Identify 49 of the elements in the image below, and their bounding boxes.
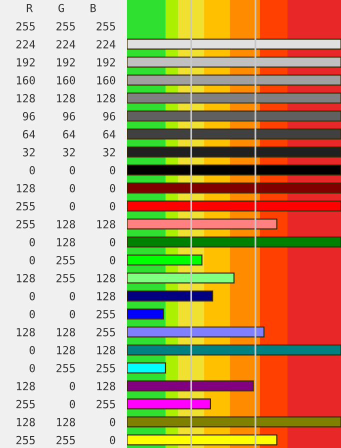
bar: [127, 110, 341, 122]
y-tick-label: 0 0 128: [30, 292, 116, 300]
y-tick-label: 255 0 0: [16, 202, 116, 210]
bar: [127, 416, 341, 428]
text: G: [58, 4, 64, 12]
bar: [127, 128, 341, 140]
y-tick-label: 0 128 0: [30, 238, 116, 246]
bar: [127, 182, 341, 194]
y-tick-label: 255 128 128: [16, 220, 116, 228]
bar: [127, 146, 341, 158]
bar: [127, 74, 341, 86]
y-tick-label: 0 255 255: [30, 364, 116, 372]
y-tick-label: 0 0 0: [30, 166, 116, 174]
bar: [127, 218, 278, 230]
bar: [127, 92, 341, 104]
y-tick-label: 128 128 0: [16, 418, 116, 426]
bar: [127, 308, 164, 320]
y-tick-label: 255 0 255: [16, 400, 116, 408]
y-tick-label: 128 0 0: [16, 184, 116, 192]
bar: [127, 362, 166, 374]
y-tick-label: 160 160 160: [16, 76, 116, 84]
y-tick-label: 128 255 128: [16, 274, 116, 282]
bar: [127, 344, 341, 356]
bar: [127, 236, 341, 248]
text: B: [90, 4, 96, 12]
y-tick-label: 32 32 32: [22, 148, 115, 156]
bar: [127, 200, 341, 212]
bar: [127, 254, 202, 266]
y-tick-label: 0 255 0: [30, 256, 116, 264]
bar: [127, 290, 214, 302]
bar: [127, 272, 235, 284]
y-tick-label: 0 128 128: [30, 346, 116, 354]
y-tick-label: 192 192 192: [16, 58, 115, 66]
y-tick-label: 224 224 224: [16, 40, 116, 48]
y-tick-label: 0 0 255: [30, 310, 116, 318]
y-tick-label: 255 255 255: [16, 22, 116, 30]
y-tick-label: 255 255 0: [16, 436, 116, 444]
bar: [127, 398, 212, 410]
y-tick-label: 128 0 128: [16, 382, 116, 390]
y-tick-label: 96 96 96: [22, 112, 116, 120]
bar: [127, 164, 341, 176]
bar: [127, 380, 254, 392]
bar: [127, 434, 278, 446]
y-tick-label: 64 64 64: [22, 130, 116, 138]
y-tick-label: 128 128 255: [16, 328, 116, 336]
y-tick-label: 128 128 128: [16, 94, 116, 102]
text: R: [26, 4, 33, 12]
bar: [127, 38, 341, 50]
bar: [127, 326, 265, 338]
